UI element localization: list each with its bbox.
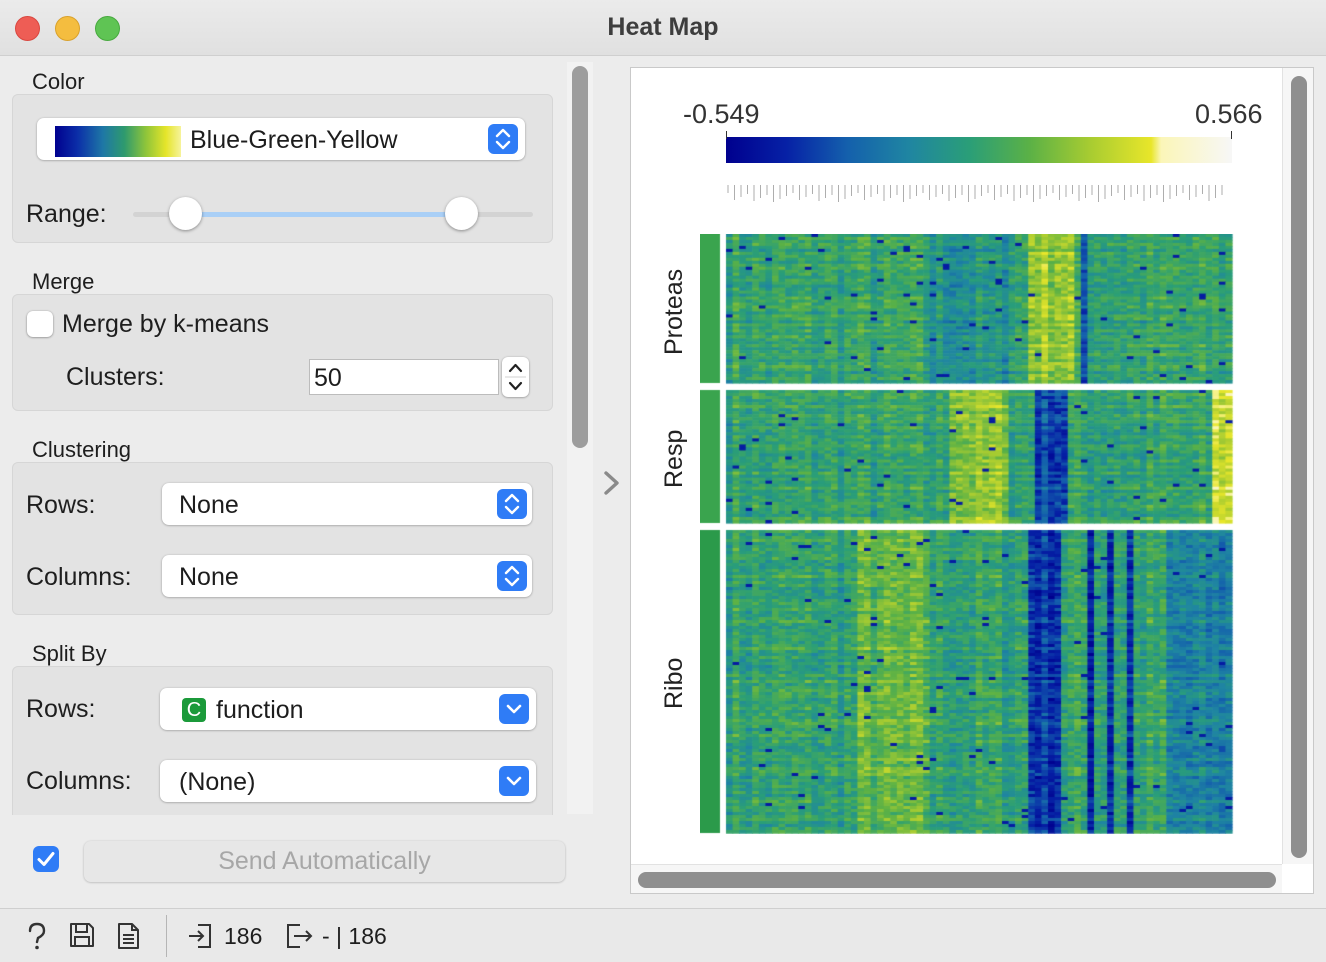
range-low-handle[interactable] bbox=[168, 197, 202, 230]
column-labels bbox=[727, 185, 1223, 202]
checkmark-icon bbox=[37, 852, 55, 866]
scrollbar-thumb[interactable] bbox=[638, 872, 1276, 888]
updown-arrows-icon bbox=[488, 124, 518, 154]
range-slider-selection bbox=[185, 212, 461, 217]
minimize-window-button[interactable] bbox=[55, 16, 80, 41]
split-columns-label: Columns: bbox=[26, 767, 132, 795]
group-label-resp: Resp bbox=[660, 429, 688, 488]
palette-swatch bbox=[55, 126, 181, 157]
split-rows-label: Rows: bbox=[26, 695, 96, 723]
split-by-section-title: Split By bbox=[32, 641, 107, 666]
clusters-input[interactable]: 50 bbox=[309, 359, 499, 395]
scrollbar-thumb[interactable] bbox=[1291, 76, 1307, 858]
control-area-scrollbar[interactable] bbox=[567, 62, 593, 814]
categorical-variable-icon: C bbox=[182, 698, 206, 722]
send-automatically-checkbox[interactable] bbox=[33, 846, 59, 872]
merge-kmeans-checkbox[interactable] bbox=[27, 311, 53, 337]
output-data-icon bbox=[287, 924, 313, 948]
clusters-label: Clusters: bbox=[66, 363, 165, 391]
color-legend-bar bbox=[726, 137, 1232, 163]
clustering-columns-combo[interactable]: None bbox=[162, 555, 532, 597]
color-section-title: Color bbox=[32, 69, 85, 94]
clustering-columns-label: Columns: bbox=[26, 563, 132, 591]
split-columns-value: (None) bbox=[179, 768, 256, 796]
merge-section-title: Merge bbox=[32, 269, 95, 294]
split-rows-text: function bbox=[216, 696, 304, 724]
merge-kmeans-label: Merge by k-means bbox=[62, 310, 270, 338]
clustering-rows-label: Rows: bbox=[26, 491, 96, 519]
status-bar: 186 - | 186 bbox=[0, 908, 1326, 962]
zoom-window-button[interactable] bbox=[95, 16, 120, 41]
window-title: Heat Map bbox=[607, 13, 719, 41]
stepper-arrows-icon bbox=[505, 363, 526, 391]
clustering-rows-value: None bbox=[179, 491, 239, 519]
scrollbar-thumb[interactable] bbox=[572, 66, 588, 448]
input-data-icon bbox=[189, 924, 211, 948]
send-automatically-button[interactable]: Send Automatically bbox=[84, 841, 565, 882]
chevron-down-icon bbox=[499, 694, 529, 724]
input-count: 186 bbox=[224, 923, 263, 949]
title-bar: Heat Map bbox=[0, 0, 1326, 56]
control-area: Color Blue-Green-Yellow Range: Merge Mer… bbox=[0, 57, 566, 815]
report-icon[interactable] bbox=[116, 921, 142, 951]
chevron-right-icon bbox=[604, 471, 619, 495]
clusters-stepper[interactable] bbox=[502, 357, 529, 397]
heatmap-canvas[interactable] bbox=[700, 234, 1236, 834]
range-high-handle[interactable] bbox=[444, 197, 478, 230]
output-count: - | 186 bbox=[322, 923, 387, 949]
legend-tick-max bbox=[1231, 131, 1232, 139]
legend-min-value: -0.549 bbox=[683, 99, 760, 129]
chevron-down-icon bbox=[499, 766, 529, 796]
range-label: Range: bbox=[26, 200, 107, 228]
group-label-proteas: Proteas bbox=[660, 268, 688, 355]
heatmap-vertical-scrollbar[interactable] bbox=[1282, 68, 1313, 864]
heatmap-horizontal-scrollbar[interactable] bbox=[631, 864, 1282, 893]
status-separator bbox=[166, 915, 167, 957]
clustering-columns-value: None bbox=[179, 563, 239, 591]
updown-arrows-icon bbox=[497, 489, 527, 519]
updown-arrows-icon bbox=[497, 561, 527, 591]
clustering-rows-combo[interactable]: None bbox=[162, 483, 532, 525]
help-icon[interactable] bbox=[24, 921, 50, 951]
palette-combo[interactable]: Blue-Green-Yellow bbox=[37, 118, 525, 160]
legend-max-value: 0.566 bbox=[1195, 99, 1263, 129]
collapse-panel-button[interactable] bbox=[600, 468, 624, 498]
palette-value: Blue-Green-Yellow bbox=[190, 126, 398, 154]
split-columns-combo[interactable]: (None) bbox=[160, 760, 536, 802]
group-label-ribo: Ribo bbox=[660, 657, 688, 709]
close-window-button[interactable] bbox=[15, 16, 40, 41]
clustering-section-title: Clustering bbox=[32, 437, 132, 462]
save-icon[interactable] bbox=[68, 921, 96, 949]
legend-tick-min bbox=[726, 131, 727, 139]
